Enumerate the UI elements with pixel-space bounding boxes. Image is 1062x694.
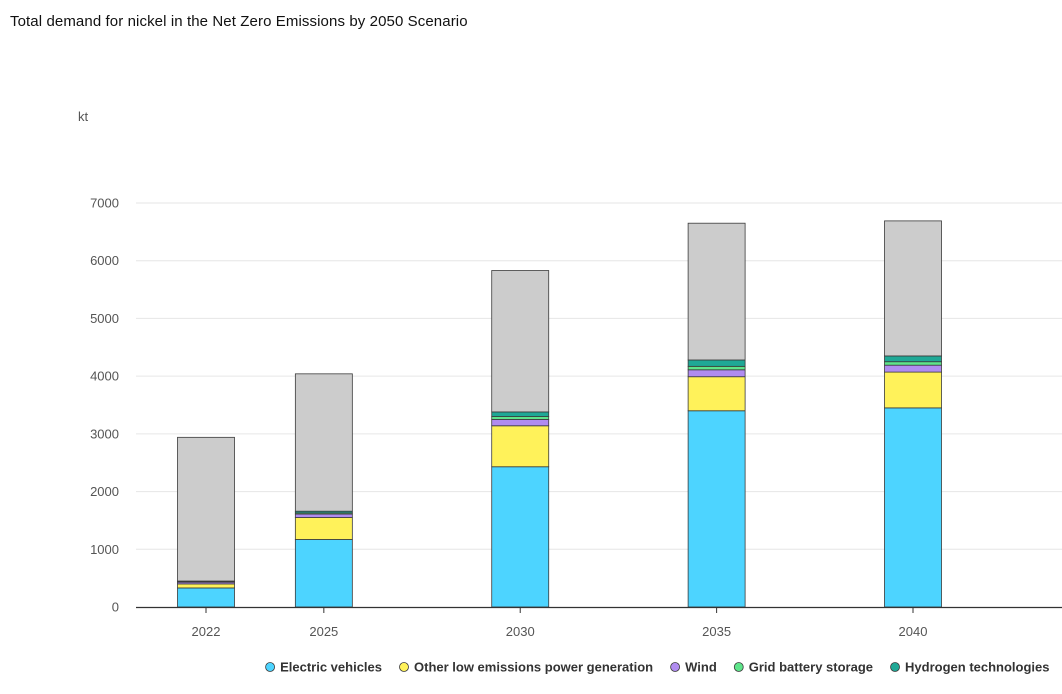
y-axis-unit-label: kt bbox=[78, 109, 89, 124]
y-tick-label-1000: 1000 bbox=[90, 542, 119, 557]
bar-electric-vehicles-2040 bbox=[884, 407, 942, 608]
legend-item[interactable]: Grid battery storage bbox=[733, 660, 873, 675]
x-axis-ticks: 2022 2025 2030 2035 2040 bbox=[192, 607, 928, 639]
bar-other-low-emissions-power-generation-2040 bbox=[884, 371, 942, 409]
bar-other-low-emissions-power-generation-2035 bbox=[687, 376, 746, 412]
bar-hydrogen-technologies-2030 bbox=[491, 411, 550, 417]
x-tick-label-2025: 2025 bbox=[309, 624, 338, 639]
x-tick-label-2035: 2035 bbox=[702, 624, 731, 639]
bar-electric-vehicles-2022 bbox=[177, 587, 235, 608]
x-tick-label-2030: 2030 bbox=[506, 624, 535, 639]
legend-label: Hydrogen technologies bbox=[905, 660, 1049, 675]
y-tick-label-3000: 3000 bbox=[90, 426, 119, 441]
y-tick-label-7000: 7000 bbox=[90, 196, 119, 211]
bar-hydrogen-technologies-2035 bbox=[687, 359, 746, 367]
legend-label: Electric vehicles bbox=[280, 660, 382, 675]
bar-wind-2035 bbox=[687, 369, 746, 378]
x-tick-label-2022: 2022 bbox=[192, 624, 221, 639]
legend-item[interactable]: Hydrogen technologies bbox=[890, 660, 1050, 675]
y-tick-label-0: 0 bbox=[112, 600, 119, 615]
bar-electric-vehicles-2035 bbox=[687, 410, 746, 608]
bar-series-6-2022 bbox=[177, 436, 235, 582]
legend-label: Grid battery storage bbox=[749, 660, 873, 675]
bar-wind-2030 bbox=[491, 419, 550, 427]
legend-swatch-icon bbox=[890, 662, 900, 672]
bar-wind-2025 bbox=[294, 513, 353, 518]
bar-other-low-emissions-power-generation-2030 bbox=[491, 425, 550, 468]
bar-series-6-2035 bbox=[687, 222, 746, 361]
bar-grid-battery-storage-2035 bbox=[687, 365, 746, 371]
bar-other-low-emissions-power-generation-2022 bbox=[177, 583, 235, 589]
legend-swatch-icon bbox=[399, 662, 409, 672]
y-axis-ticks: 0 1000 2000 3000 4000 5000 6000 7000 bbox=[90, 196, 119, 615]
bar-series-6-2040 bbox=[884, 220, 942, 357]
legend-label: Wind bbox=[685, 660, 717, 675]
legend-item[interactable]: Electric vehicles bbox=[265, 660, 382, 675]
legend-item[interactable]: Wind bbox=[670, 660, 717, 675]
bar-series-6-2025 bbox=[294, 373, 353, 512]
chart-title: Total demand for nickel in the Net Zero … bbox=[10, 13, 468, 30]
legend-item[interactable]: Other low emissions power generation bbox=[399, 660, 654, 675]
legend-swatch-icon bbox=[670, 662, 681, 672]
bar-grid-battery-storage-2030 bbox=[491, 416, 550, 420]
bar-wind-2040 bbox=[884, 364, 942, 373]
legend-swatch-icon bbox=[733, 662, 744, 672]
bar-electric-vehicles-2030 bbox=[491, 466, 550, 608]
y-tick-label-6000: 6000 bbox=[90, 253, 119, 268]
legend-label: Other low emissions power generation bbox=[414, 660, 653, 675]
bar-electric-vehicles-2025 bbox=[294, 539, 353, 608]
y-tick-label-2000: 2000 bbox=[90, 484, 119, 499]
y-tick-label-5000: 5000 bbox=[90, 311, 119, 326]
bar-other-low-emissions-power-generation-2025 bbox=[294, 517, 353, 540]
bar-grid-battery-storage-2040 bbox=[884, 361, 942, 366]
legend-swatch-icon bbox=[265, 662, 275, 672]
legend: Electric vehicles Other low emissions pow… bbox=[265, 660, 1050, 675]
y-tick-label-4000: 4000 bbox=[90, 369, 119, 384]
bar-series-6-2030 bbox=[491, 270, 550, 413]
bars bbox=[177, 220, 942, 608]
bar-hydrogen-technologies-2040 bbox=[884, 355, 942, 363]
x-tick-label-2040: 2040 bbox=[899, 624, 928, 639]
